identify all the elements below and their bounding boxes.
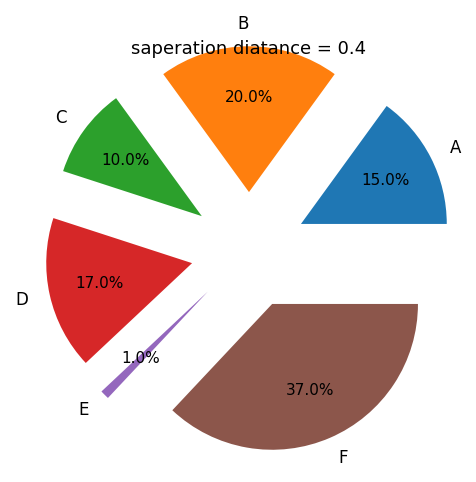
- Wedge shape: [172, 304, 417, 450]
- Wedge shape: [300, 106, 446, 224]
- Text: B: B: [237, 15, 248, 33]
- Text: F: F: [338, 449, 347, 467]
- Title: saperation diatance = 0.4: saperation diatance = 0.4: [131, 40, 366, 58]
- Wedge shape: [63, 98, 201, 216]
- Text: A: A: [449, 139, 461, 157]
- Wedge shape: [163, 46, 334, 192]
- Text: D: D: [16, 291, 29, 309]
- Text: 1.0%: 1.0%: [121, 351, 160, 366]
- Text: 15.0%: 15.0%: [360, 174, 409, 188]
- Wedge shape: [46, 218, 192, 363]
- Text: 17.0%: 17.0%: [75, 276, 123, 291]
- Text: 37.0%: 37.0%: [285, 384, 333, 399]
- Text: C: C: [55, 108, 66, 127]
- Text: E: E: [79, 401, 89, 419]
- Wedge shape: [101, 292, 208, 398]
- Text: 10.0%: 10.0%: [101, 153, 149, 168]
- Text: 20.0%: 20.0%: [224, 90, 273, 105]
